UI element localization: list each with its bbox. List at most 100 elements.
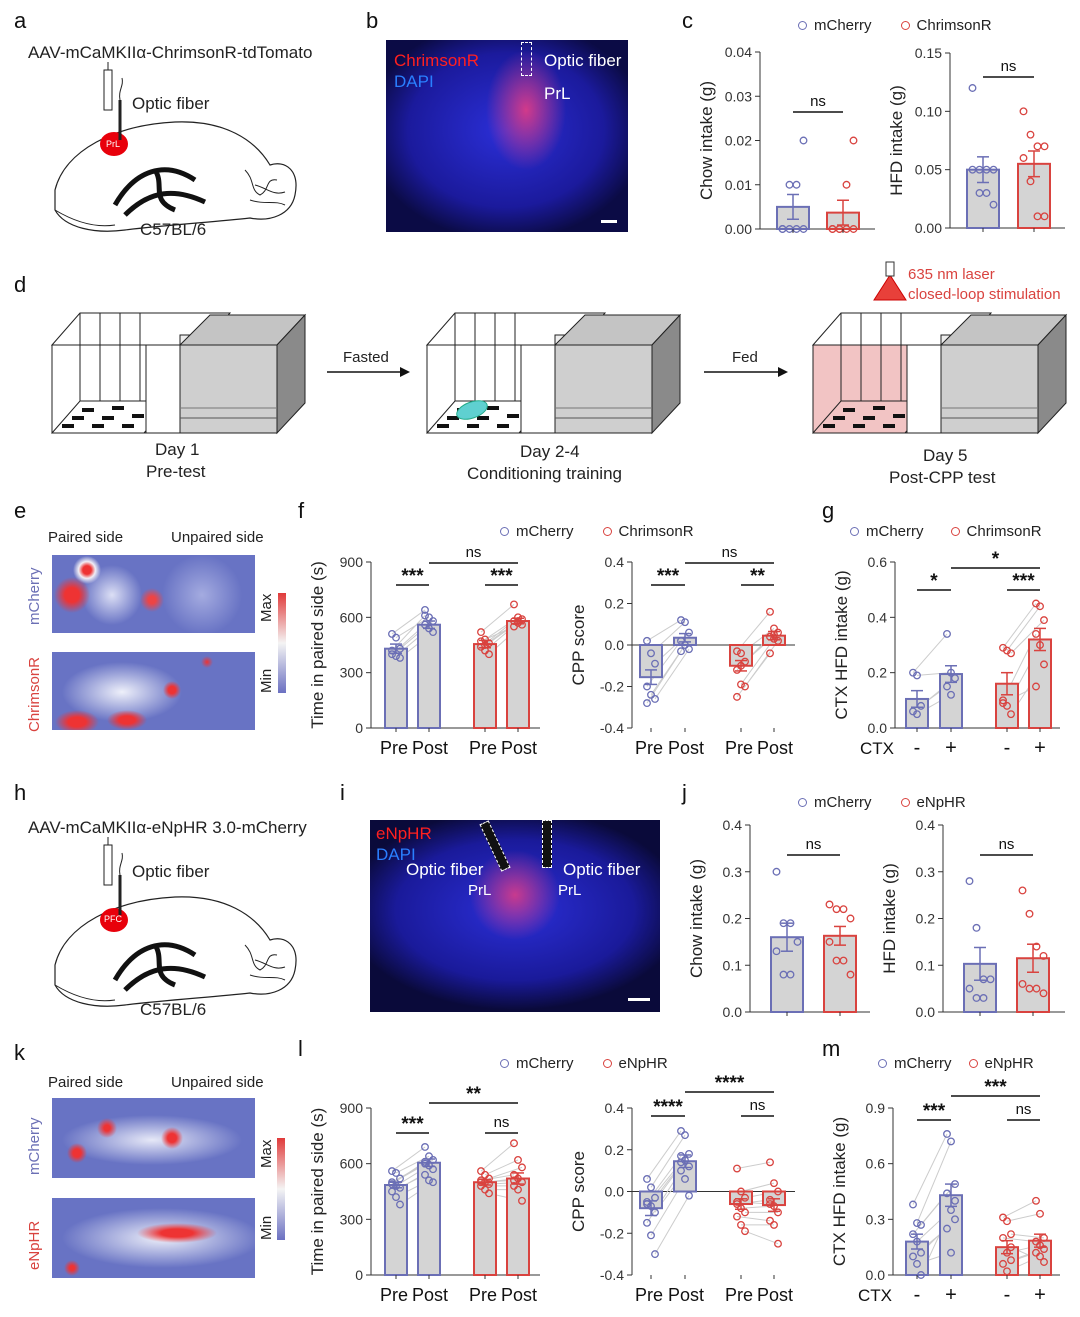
data-point [388,1187,396,1196]
legend-m: mCherry eNpHR [878,1055,1034,1072]
significance-label: *** [401,566,424,587]
legend-f: mCherry ChrimsonR [500,523,694,540]
data-point [913,1219,921,1227]
stain-label-chrimsonr: ChrimsonR [394,51,480,70]
data-point [421,606,429,614]
region-label-h: PFC [104,914,122,924]
data-point [989,165,998,174]
y-tick-label: 0.3 [723,864,743,880]
panel-letter-c: c [682,8,693,33]
significance-label: ** [466,1084,481,1105]
legend-c: mCherry ChrimsonR [798,17,992,34]
data-point [989,200,998,209]
paired-line [654,648,690,700]
data-point [396,1200,404,1209]
laser-zone-fill [813,345,907,433]
construct-label-h: AAV-mCaMKIIα-eNpHR 3.0-mCherry [28,818,307,837]
unpaired-side-label-e: Unpaired side [171,529,264,546]
data-point [1003,1217,1011,1226]
legend-label: ChrimsonR [916,17,992,34]
significance-label: ns [722,544,738,561]
panel-letter-b: b [366,8,379,33]
y-tick-label: 0.00 [915,220,942,236]
bar-mCherry [417,1161,441,1276]
data-point [677,1166,685,1175]
data-point [986,975,995,984]
y-axis-title: CTX HFD intake (g) [830,1117,849,1266]
data-point [643,1200,651,1208]
data-point [396,1174,404,1183]
data-point [510,617,518,625]
data-point [1019,107,1028,116]
bar-eNpHR [823,934,857,1013]
y-tick-label: 0.6 [868,554,888,570]
data-point [766,1158,774,1167]
data-point [913,671,921,680]
paired-line [646,650,682,704]
significance-label: **** [653,1097,683,1118]
data-point [643,682,651,691]
data-point [647,1202,655,1211]
significance-label: * [992,549,1000,570]
data-point [510,1139,518,1148]
x-tick-label: Pre [725,1285,753,1305]
panel-letter-j: j [682,780,687,805]
paired-line [646,1130,682,1180]
data-point [943,1224,951,1233]
x-tick-label: + [945,1284,957,1306]
x-tick-label: + [1034,1284,1046,1306]
data-point [429,1156,437,1164]
y-tick-label: 0.9 [866,1100,886,1116]
paired-side-label-e: Paired side [48,529,124,546]
y-tick-label: 0.2 [723,911,743,927]
heatmap-chrimsonr-e [52,652,255,730]
data-point [429,1178,437,1187]
chart-m: 0.0 0.3 0.6 0.9 CTX HFD intake (g) - + - + CTX ***… [830,1077,1060,1306]
paired-line [488,1166,523,1179]
laser-icon [873,261,907,301]
optic-fiber-label-h: Optic fiber [132,862,210,881]
legend-marker-mcherry [500,1059,509,1068]
data-point [677,647,685,656]
chart-j1: 0.0 0.1 0.2 0.3 0.4 Chow intake (g) ns [687,817,870,1020]
data-point [685,645,693,654]
paired-line [916,1141,952,1224]
data-point [1036,1252,1044,1261]
data-point [832,905,841,914]
data-point [737,661,745,670]
x-tick-label: Post [668,1285,704,1305]
y-tick-label: 0.4 [916,817,936,833]
legend-marker-red [602,1059,612,1068]
y-tick-label: 0.2 [868,665,888,681]
data-point [643,636,651,645]
paired-line [650,1134,686,1188]
data-point [651,1250,659,1259]
x-tick-label: - [914,737,921,759]
legend-l: mCherry eNpHR [500,1055,668,1072]
y-tick-label: 0.10 [915,103,942,119]
data-point [1026,177,1035,186]
data-point [943,1130,951,1138]
y-tick-label: 0.0 [866,1267,886,1283]
data-point [737,649,745,658]
data-point [1019,154,1028,162]
data-point [1032,984,1041,993]
y-axis-title: CPP score [569,1151,588,1232]
chart-c2: 0.00 0.05 0.10 0.15 HFD intake (g) ns [887,45,1065,236]
data-point [737,1220,745,1229]
y-tick-label: 900 [340,554,364,570]
bar-mCherry [417,623,441,730]
y-tick-label: -0.4 [600,1267,624,1283]
data-point [1039,951,1048,960]
data-point [647,649,655,658]
significance-label: *** [401,1114,424,1135]
legend-label: mCherry [814,794,872,811]
y-tick-label: 0.2 [605,596,625,612]
region-label-a: PrL [106,139,121,149]
data-point [1039,989,1048,998]
significance-label: **** [715,1073,745,1094]
paired-line [1010,619,1045,654]
data-point [947,1206,955,1215]
data-point [510,1176,518,1185]
